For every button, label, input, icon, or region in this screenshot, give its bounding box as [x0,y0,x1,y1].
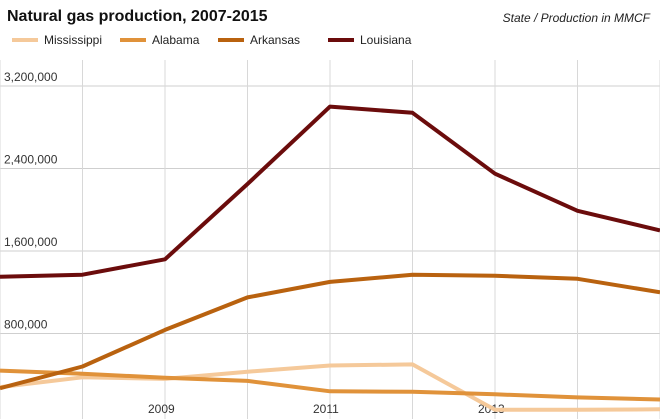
legend-swatch [12,38,38,42]
y-tick-labels: 800,000 1,600,000 2,400,000 3,200,000 [4,70,58,332]
legend-label: Alabama [152,33,200,47]
y-tick-label: 1,600,000 [4,235,58,249]
legend-swatch [328,38,354,42]
legend: Mississippi Alabama Arkansas Louisiana [0,33,660,49]
series-line-alabama [0,368,660,402]
series-line-arkansas [0,272,660,391]
series-line-mississippi [0,362,660,412]
legend-label: Louisiana [360,33,412,47]
legend-item-mississippi: Mississippi [12,33,102,47]
grid [0,60,660,419]
chart-title: Natural gas production, 2007-2015 [7,8,268,25]
legend-label: Arkansas [250,33,301,47]
x-tick-label: 2009 [148,402,175,416]
legend-item-louisiana: Louisiana [328,33,411,47]
legend-item-arkansas: Arkansas [218,33,300,47]
series-line-louisiana [0,104,660,279]
y-tick-label: 800,000 [4,318,48,332]
x-tick-label: 2011 [313,402,339,416]
legend-label: Mississippi [44,33,103,47]
chart-subtitle: State / Production in MMCF [502,11,650,25]
x-tick-labels: 2009 2011 2013 [148,402,505,416]
legend-item-alabama: Alabama [120,33,199,47]
y-tick-label: 2,400,000 [4,153,58,167]
series-lines [0,104,660,412]
legend-swatch [218,38,244,42]
legend-swatch [120,38,146,42]
y-tick-label: 3,200,000 [4,70,58,84]
